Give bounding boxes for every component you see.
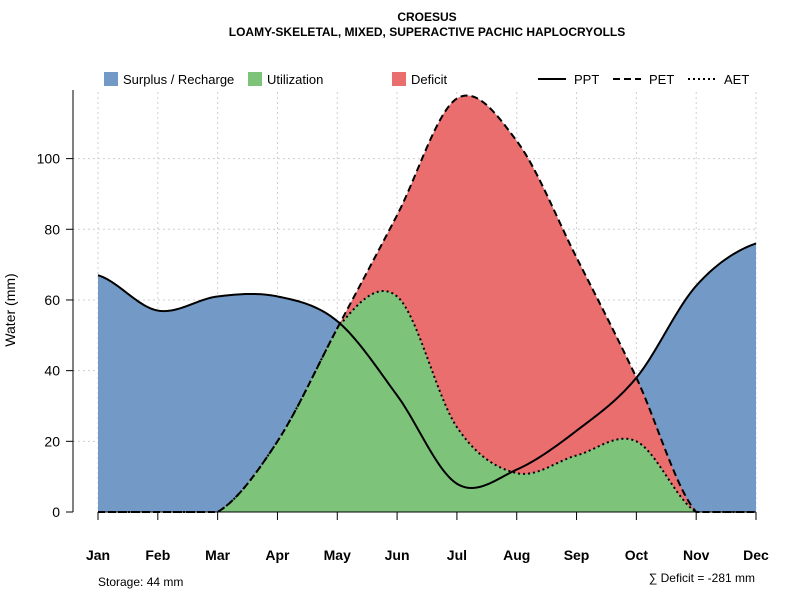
x-tick-label-jul: Jul — [447, 547, 467, 563]
areas — [98, 95, 756, 512]
y-axis-label: Water (mm) — [2, 273, 18, 346]
legend-label-utilization: Utilization — [267, 72, 323, 87]
legend-swatch-deficit — [392, 72, 406, 86]
y-tick-label: 40 — [44, 363, 60, 379]
x-tick-label-jan: Jan — [86, 547, 110, 563]
legend-label-ppt: PPT — [574, 72, 599, 87]
chart-subtitle: LOAMY-SKELETAL, MIXED, SUPERACTIVE PACHI… — [229, 25, 625, 39]
legend: Surplus / Recharge Utilization Deficit P… — [104, 72, 749, 87]
y-ticks: 0 20 40 60 80 100 — [37, 151, 73, 520]
series-line-ppt — [97, 242, 757, 489]
legend-swatch-surplus — [104, 72, 118, 86]
legend-label-surplus: Surplus / Recharge — [123, 72, 234, 87]
y-tick-label: 20 — [44, 433, 60, 449]
series-line-pet — [98, 94, 756, 513]
series-lines — [97, 94, 757, 513]
y-tick-label: 60 — [44, 292, 60, 308]
x-tick-label-jun: Jun — [385, 547, 410, 563]
x-tick-label-sep: Sep — [564, 547, 590, 563]
chart-title: CROESUS — [397, 10, 456, 24]
legend-swatch-utilization — [248, 72, 262, 86]
x-tick-label-mar: Mar — [205, 547, 230, 563]
x-tick-label-apr: Apr — [265, 547, 290, 563]
x-tick-label-nov: Nov — [683, 547, 710, 563]
legend-label-deficit: Deficit — [411, 72, 448, 87]
area-utilization — [98, 291, 756, 512]
y-tick-label: 0 — [52, 504, 60, 520]
x-tick-label-may: May — [324, 547, 351, 563]
x-tick-label-dec: Dec — [743, 547, 769, 563]
x-tick-label-aug: Aug — [503, 547, 530, 563]
storage-label: Storage: 44 mm — [98, 575, 183, 589]
legend-label-pet: PET — [649, 72, 674, 87]
x-ticks: Jan Feb Mar Apr May Jun Jul Aug Sep Oct Nov Dec — [86, 512, 769, 563]
y-tick-label: 80 — [44, 221, 60, 237]
legend-label-aet: AET — [724, 72, 749, 87]
area-deficit — [98, 95, 756, 512]
y-tick-label: 100 — [37, 151, 61, 167]
x-tick-label-oct: Oct — [625, 547, 649, 563]
x-tick-label-feb: Feb — [145, 547, 170, 563]
deficit-total-label: ∑ Deficit = -281 mm — [649, 571, 755, 585]
